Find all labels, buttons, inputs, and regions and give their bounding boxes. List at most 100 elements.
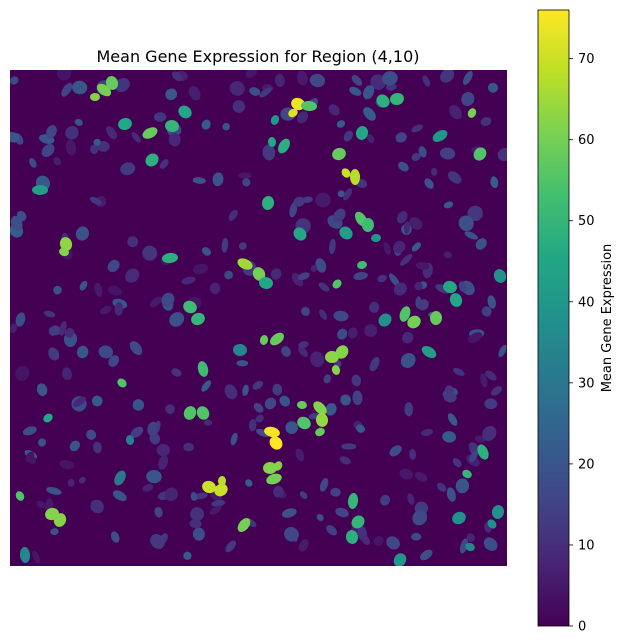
cell bbox=[487, 295, 496, 309]
cell bbox=[142, 127, 158, 139]
cell bbox=[351, 374, 362, 387]
cell bbox=[169, 312, 185, 327]
cell bbox=[191, 312, 205, 326]
cell bbox=[462, 70, 473, 85]
cell bbox=[105, 126, 118, 140]
cell bbox=[281, 508, 297, 518]
cell bbox=[105, 76, 119, 90]
cell bbox=[270, 115, 280, 125]
cell bbox=[458, 215, 474, 232]
cell bbox=[340, 394, 351, 406]
cell bbox=[108, 355, 120, 367]
cell bbox=[419, 549, 433, 561]
cell bbox=[443, 280, 457, 294]
cell bbox=[313, 401, 327, 415]
cell bbox=[295, 448, 305, 462]
cell bbox=[339, 456, 351, 465]
cell bbox=[165, 88, 178, 101]
cell bbox=[107, 259, 120, 272]
cell bbox=[259, 276, 273, 290]
cell bbox=[316, 513, 324, 522]
cell bbox=[453, 367, 465, 376]
cell bbox=[32, 550, 41, 564]
cell bbox=[178, 105, 192, 119]
cell bbox=[59, 247, 69, 257]
colorbar-tick-label: 20 bbox=[578, 457, 595, 472]
cell bbox=[159, 159, 169, 169]
cell bbox=[56, 70, 72, 81]
cell bbox=[22, 426, 37, 436]
cell bbox=[48, 326, 57, 336]
cell bbox=[341, 168, 351, 178]
cell bbox=[473, 147, 487, 161]
cell bbox=[449, 105, 462, 120]
cell bbox=[183, 406, 197, 420]
cell bbox=[36, 383, 48, 397]
cell bbox=[481, 306, 492, 317]
cell bbox=[383, 242, 391, 255]
cell bbox=[90, 499, 104, 514]
cell bbox=[37, 438, 47, 447]
cell bbox=[190, 492, 198, 501]
cell bbox=[315, 413, 329, 427]
cell bbox=[64, 327, 75, 338]
cell bbox=[245, 70, 258, 79]
cell bbox=[267, 137, 277, 147]
cell bbox=[238, 242, 247, 250]
cell bbox=[99, 305, 112, 315]
cell bbox=[310, 351, 325, 368]
cell bbox=[90, 144, 99, 155]
cell bbox=[259, 335, 269, 345]
cell bbox=[253, 402, 264, 413]
cell bbox=[409, 448, 417, 460]
cell bbox=[142, 483, 154, 492]
cell bbox=[69, 440, 80, 452]
cell bbox=[490, 176, 499, 189]
cell bbox=[482, 425, 497, 442]
cell bbox=[415, 262, 430, 270]
cell bbox=[424, 178, 434, 189]
cell bbox=[443, 251, 453, 259]
cell bbox=[318, 282, 330, 292]
cell bbox=[67, 478, 75, 487]
cell bbox=[237, 258, 253, 270]
cell bbox=[211, 499, 226, 507]
cell bbox=[98, 345, 114, 359]
cell bbox=[347, 327, 358, 339]
colorbar-tick-label: 60 bbox=[578, 133, 595, 148]
cell bbox=[398, 161, 409, 172]
cell bbox=[204, 419, 213, 426]
cell bbox=[154, 506, 163, 518]
cell bbox=[197, 361, 209, 377]
cell bbox=[273, 461, 283, 471]
cell bbox=[349, 86, 362, 96]
cell bbox=[127, 236, 139, 248]
cell bbox=[272, 383, 283, 396]
cell bbox=[147, 421, 159, 436]
cell bbox=[165, 119, 179, 133]
cell bbox=[480, 117, 492, 126]
cell bbox=[48, 347, 60, 361]
cell bbox=[395, 132, 407, 143]
cell bbox=[480, 373, 488, 388]
cell bbox=[293, 227, 307, 241]
cell bbox=[373, 536, 384, 546]
cell bbox=[238, 172, 252, 179]
cell bbox=[299, 491, 308, 499]
cell bbox=[190, 507, 205, 522]
colorbar-ticks: 0 10 20 30 40 50 60 70 bbox=[569, 52, 595, 635]
cell bbox=[209, 505, 222, 515]
colorbar bbox=[537, 9, 570, 627]
cell bbox=[389, 445, 402, 457]
cell bbox=[298, 341, 309, 349]
cell bbox=[458, 281, 467, 293]
cell bbox=[414, 472, 428, 482]
cell bbox=[72, 80, 88, 95]
cell bbox=[310, 265, 318, 272]
cell bbox=[452, 511, 466, 525]
cell bbox=[466, 533, 476, 542]
cell bbox=[301, 306, 310, 316]
cell bbox=[278, 138, 290, 154]
cell bbox=[214, 483, 228, 497]
cell bbox=[118, 117, 132, 131]
